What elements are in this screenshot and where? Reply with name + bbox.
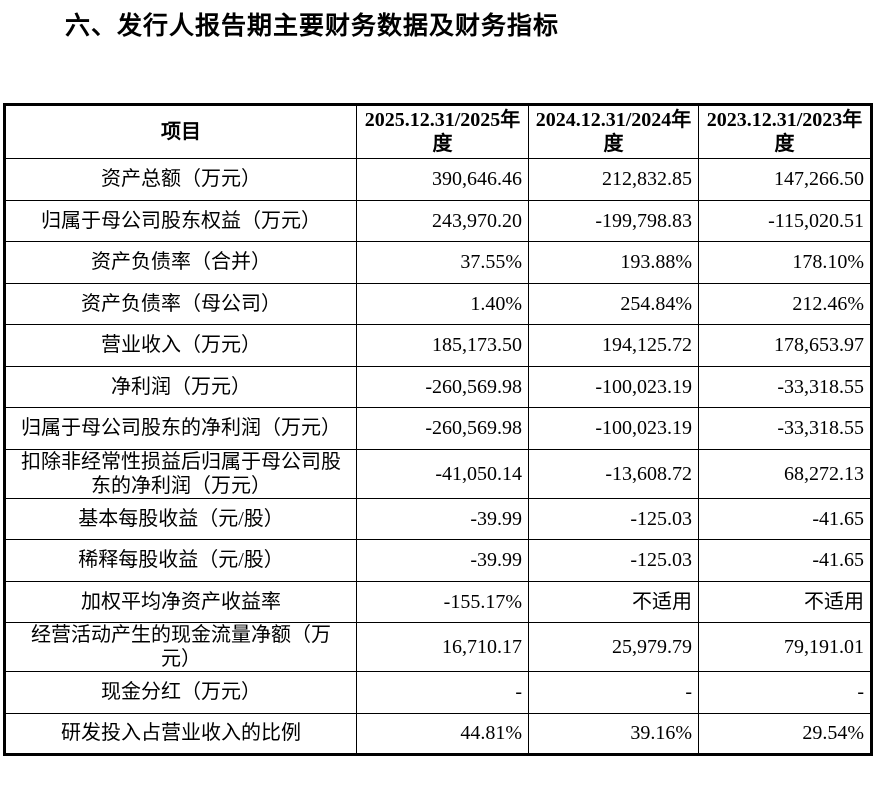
cell-value: 193.88% [528, 241, 699, 284]
cell-value: 212,832.85 [528, 158, 699, 201]
cell-value: 79,191.01 [698, 622, 872, 672]
cell-value: -125.03 [528, 539, 699, 582]
cell-value: 29.54% [698, 712, 872, 755]
row-label: 加权平均净资产收益率 [4, 580, 357, 623]
cell-value: 25,979.79 [528, 622, 699, 672]
row-label: 净利润（万元） [4, 365, 357, 408]
cell-value: 1.40% [356, 282, 529, 325]
cell-value: - [698, 671, 872, 714]
cell-value: -39.99 [356, 539, 529, 582]
row-label: 资产总额（万元） [4, 158, 357, 201]
cell-value: 185,173.50 [356, 324, 529, 367]
table-row: 资产负债率（合并） 37.55% 193.88% 178.10% [4, 241, 872, 284]
cell-value: -41,050.14 [356, 448, 529, 499]
cell-value: 254.84% [528, 282, 699, 325]
cell-value: 194,125.72 [528, 324, 699, 367]
cell-value: 不适用 [698, 580, 872, 623]
cell-value: 243,970.20 [356, 199, 529, 242]
cell-value: -260,569.98 [356, 365, 529, 408]
cell-value: -115,020.51 [698, 199, 872, 242]
cell-value: -199,798.83 [528, 199, 699, 242]
cell-value: 390,646.46 [356, 158, 529, 201]
cell-value: -100,023.19 [528, 365, 699, 408]
cell-value: -33,318.55 [698, 365, 872, 408]
table-head: 项目 2025.12.31/2025年度 2024.12.31/2024年度 2023… [4, 104, 872, 159]
cell-value: -125.03 [528, 497, 699, 540]
table-row: 归属于母公司股东的净利润（万元） -260,569.98 -100,023.19 -3… [4, 407, 872, 450]
cell-value: 44.81% [356, 712, 529, 755]
row-label: 基本每股收益（元/股） [4, 497, 357, 540]
cell-value: - [356, 671, 529, 714]
table-row: 现金分红（万元） - - - [4, 671, 872, 714]
row-label: 扣除非经常性损益后归属于母公司股东的净利润（万元） [4, 448, 357, 499]
column-header: 2025.12.31/2025年度 [356, 104, 529, 159]
cell-value: 16,710.17 [356, 622, 529, 672]
table-body: 资产总额（万元） 390,646.46 212,832.85 147,266.50 归属… [4, 158, 872, 755]
section-title: 六、发行人报告期主要财务数据及财务指标 [65, 11, 560, 40]
row-label: 研发投入占营业收入的比例 [4, 712, 357, 755]
cell-value: - [528, 671, 699, 714]
cell-value: -41.65 [698, 539, 872, 582]
table-row: 资产负债率（母公司） 1.40% 254.84% 212.46% [4, 282, 872, 325]
table-row: 加权平均净资产收益率 -155.17% 不适用 不适用 [4, 580, 872, 623]
table-row: 稀释每股收益（元/股） -39.99 -125.03 -41.65 [4, 539, 872, 582]
table-row: 资产总额（万元） 390,646.46 212,832.85 147,266.50 [4, 158, 872, 201]
cell-value: 147,266.50 [698, 158, 872, 201]
cell-value: -13,608.72 [528, 448, 699, 499]
table-row: 营业收入（万元） 185,173.50 194,125.72 178,653.97 [4, 324, 872, 367]
cell-value: 178,653.97 [698, 324, 872, 367]
row-label: 资产负债率（合并） [4, 241, 357, 284]
cell-value: -39.99 [356, 497, 529, 540]
cell-value: 39.16% [528, 712, 699, 755]
cell-value: -33,318.55 [698, 407, 872, 450]
table-row: 净利润（万元） -260,569.98 -100,023.19 -33,318.55 [4, 365, 872, 408]
cell-value: -155.17% [356, 580, 529, 623]
header-row: 项目 2025.12.31/2025年度 2024.12.31/2024年度 2023… [4, 104, 872, 159]
cell-value: -41.65 [698, 497, 872, 540]
financial-table: 项目 2025.12.31/2025年度 2024.12.31/2024年度 2023… [3, 103, 873, 756]
cell-value: 68,272.13 [698, 448, 872, 499]
cell-value: 37.55% [356, 241, 529, 284]
column-header: 2023.12.31/2023年度 [698, 104, 872, 159]
row-label: 归属于母公司股东权益（万元） [4, 199, 357, 242]
table-row: 基本每股收益（元/股） -39.99 -125.03 -41.65 [4, 497, 872, 540]
cell-value: 212.46% [698, 282, 872, 325]
cell-value: 178.10% [698, 241, 872, 284]
row-label: 现金分红（万元） [4, 671, 357, 714]
column-header: 2024.12.31/2024年度 [528, 104, 699, 159]
row-label: 资产负债率（母公司） [4, 282, 357, 325]
table-row: 归属于母公司股东权益（万元） 243,970.20 -199,798.83 -115,… [4, 199, 872, 242]
row-label: 营业收入（万元） [4, 324, 357, 367]
row-label: 归属于母公司股东的净利润（万元） [4, 407, 357, 450]
column-header: 项目 [4, 104, 357, 159]
row-label: 稀释每股收益（元/股） [4, 539, 357, 582]
table-row: 研发投入占营业收入的比例 44.81% 39.16% 29.54% [4, 712, 872, 755]
table-row: 扣除非经常性损益后归属于母公司股东的净利润（万元） -41,050.14 -13,6… [4, 448, 872, 499]
cell-value: -260,569.98 [356, 407, 529, 450]
table-row: 经营活动产生的现金流量净额（万元） 16,710.17 25,979.79 79,19… [4, 622, 872, 672]
cell-value: -100,023.19 [528, 407, 699, 450]
row-label: 经营活动产生的现金流量净额（万元） [4, 622, 357, 672]
cell-value: 不适用 [528, 580, 699, 623]
